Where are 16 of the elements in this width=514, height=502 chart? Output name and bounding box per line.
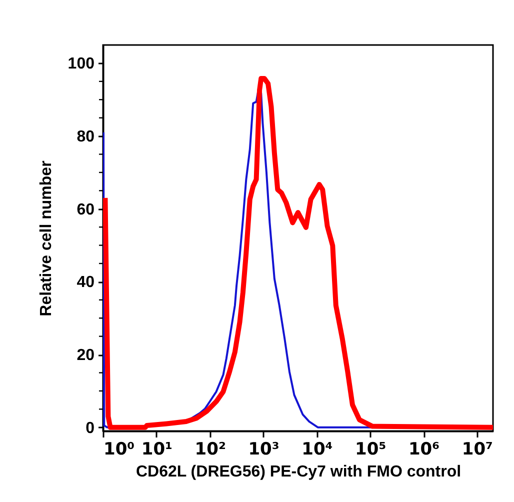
x-tick-label: 10² <box>194 440 226 460</box>
y-tick-label: 100 <box>68 56 95 73</box>
x-tick-label: 10¹ <box>141 440 172 460</box>
x-tick-label: 10⁴ <box>302 440 333 460</box>
x-tick-label: 10⁶ <box>408 440 440 460</box>
y-axis-title: Relative cell number <box>38 160 55 316</box>
x-tick-label: 10⁵ <box>355 440 386 460</box>
x-tick-label: 10⁷ <box>462 440 493 460</box>
x-axis-title: CD62L (DREG56) PE-Cy7 with FMO control <box>136 464 462 480</box>
x-tick-label: 10⁰ <box>104 440 135 460</box>
y-tick-label: 20 <box>76 347 95 364</box>
y-tick-label: 40 <box>76 274 95 292</box>
y-tick-label: 80 <box>76 128 95 146</box>
y-tick-label: 0 <box>86 420 95 437</box>
x-tick-label: 10³ <box>248 440 280 460</box>
y-tick-label: 60 <box>76 201 95 218</box>
